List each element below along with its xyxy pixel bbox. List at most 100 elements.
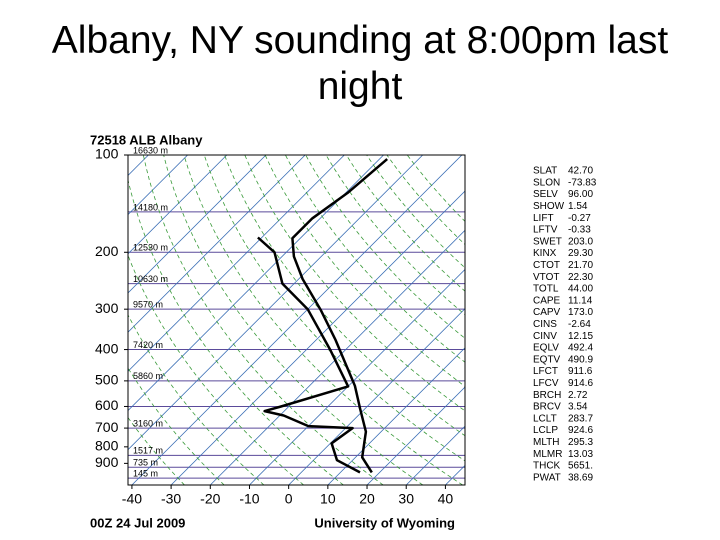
y-tick-label: 500 xyxy=(95,372,119,388)
height-label: 735 m xyxy=(133,458,158,468)
index-value: 5651. xyxy=(568,461,593,472)
index-name: LFCV xyxy=(533,378,559,389)
height-label: 5860 m xyxy=(133,371,163,381)
station-header: 72518 ALB Albany xyxy=(90,132,203,147)
index-name: CTOT xyxy=(533,260,560,271)
index-name: SWET xyxy=(533,236,562,247)
index-name: SHOW xyxy=(533,201,565,212)
x-tick-label: -30 xyxy=(161,491,181,507)
index-value: 29.30 xyxy=(568,248,593,259)
plot-frame xyxy=(127,154,466,486)
isotherm xyxy=(128,155,267,294)
index-name: MLMR xyxy=(533,449,562,460)
index-value: 924.6 xyxy=(568,425,593,436)
index-value: 44.00 xyxy=(568,284,593,295)
x-tick-label: 20 xyxy=(359,491,375,507)
dry-adiabat xyxy=(128,254,304,485)
index-name: LFTV xyxy=(533,225,558,236)
index-name: SLAT xyxy=(533,166,557,177)
isotherm xyxy=(366,386,465,485)
height-label: 3160 m xyxy=(133,418,163,428)
index-name: LIFT xyxy=(533,213,554,224)
dry-adiabat xyxy=(325,155,465,316)
x-tick-label: 40 xyxy=(438,491,454,507)
index-value: 22.30 xyxy=(568,272,593,283)
dry-adiabat xyxy=(203,155,465,462)
isotherm xyxy=(128,155,188,216)
slide-title: Albany, NY sounding at 8:00pm last night xyxy=(51,19,669,108)
y-tick-label: 400 xyxy=(95,340,119,356)
index-name: CINV xyxy=(533,331,557,342)
dry-adiabat xyxy=(128,178,344,485)
index-value: 295.3 xyxy=(568,437,593,448)
index-value: 911.6 xyxy=(568,366,593,377)
index-name: THCK xyxy=(533,461,561,472)
y-tick-label: 900 xyxy=(95,454,119,470)
height-label: 14180 m xyxy=(133,202,168,212)
index-name: EQLV xyxy=(533,343,559,354)
index-value: 12.15 xyxy=(568,331,593,342)
isotherm xyxy=(128,155,384,412)
dry-adiabat xyxy=(128,416,185,485)
isotherm xyxy=(170,190,465,485)
index-value: 914.6 xyxy=(568,378,593,389)
x-tick-label: 0 xyxy=(285,491,293,507)
isotherm xyxy=(327,347,465,485)
footer-date: 00Z 24 Jul 2009 xyxy=(90,515,185,530)
index-value: 21.70 xyxy=(568,260,593,271)
dry-adiabat xyxy=(285,155,465,363)
x-tick-label: 30 xyxy=(398,491,414,507)
profile-line xyxy=(291,158,389,474)
index-value: -0.33 xyxy=(568,225,591,236)
profile-line xyxy=(257,236,361,474)
footer-source: University of Wyoming xyxy=(314,515,455,530)
height-label: 12530 m xyxy=(133,243,168,253)
index-name: CAPV xyxy=(533,307,561,318)
index-name: LFCT xyxy=(533,366,558,377)
y-tick-label: 300 xyxy=(95,300,119,316)
index-name: LCLT xyxy=(533,413,557,424)
isotherm xyxy=(128,155,149,176)
index-value: 96.00 xyxy=(568,189,593,200)
height-label: 7420 m xyxy=(133,340,163,350)
index-value: 38.69 xyxy=(568,472,593,483)
y-tick-label: 200 xyxy=(95,243,119,259)
height-label: 16630 m xyxy=(133,145,168,155)
index-value: 283.7 xyxy=(568,413,593,424)
x-tick-label: -40 xyxy=(122,491,142,507)
index-value: 11.14 xyxy=(568,295,593,306)
index-value: 42.70 xyxy=(568,166,593,177)
index-name: KINX xyxy=(533,248,557,259)
isotherm xyxy=(288,308,465,485)
dry-adiabat xyxy=(264,155,465,387)
height-label: 10630 m xyxy=(133,274,168,284)
y-tick-label: 100 xyxy=(95,146,119,162)
y-tick-label: 800 xyxy=(95,438,119,454)
index-name: MLTH xyxy=(533,437,559,448)
dry-adiabat xyxy=(128,314,265,485)
dry-adiabat xyxy=(163,155,424,485)
index-name: EQTV xyxy=(533,354,561,365)
height-label: 9570 m xyxy=(133,300,163,310)
y-tick-label: 600 xyxy=(95,397,119,413)
isotherm xyxy=(128,155,228,255)
index-name: VTOT xyxy=(533,272,559,283)
index-name: BRCV xyxy=(533,402,561,413)
isotherm xyxy=(128,155,306,333)
index-value: -73.83 xyxy=(568,177,597,188)
dry-adiabat xyxy=(128,367,225,485)
index-name: CAPE xyxy=(533,295,561,306)
isotherm xyxy=(128,155,424,451)
index-name: TOTL xyxy=(533,284,559,295)
index-name: SELV xyxy=(533,189,558,200)
dry-adiabat xyxy=(244,155,465,412)
height-label: 145 m xyxy=(133,469,158,479)
y-tick-label: 700 xyxy=(95,419,119,435)
index-value: -0.27 xyxy=(568,213,591,224)
dry-adiabat xyxy=(224,155,465,437)
isotherm xyxy=(405,425,465,485)
dry-adiabat xyxy=(142,155,384,485)
isotherm xyxy=(131,155,463,485)
x-tick-label: -10 xyxy=(239,491,259,507)
